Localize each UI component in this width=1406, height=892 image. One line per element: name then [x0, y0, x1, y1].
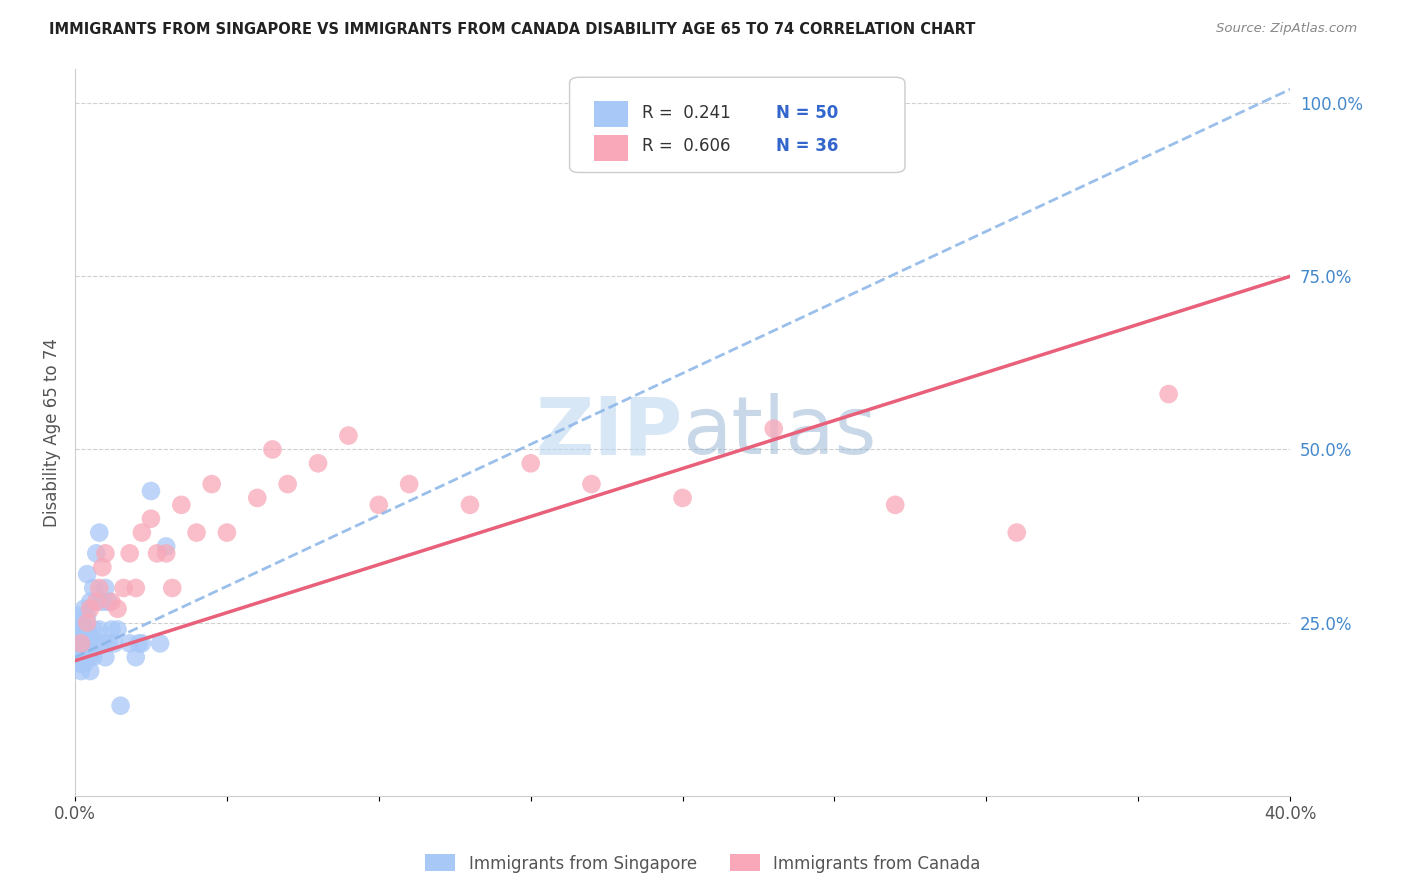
Point: [70, 615, 93, 630]
Point: [76, 650, 98, 665]
Point: [146, 546, 169, 560]
Point: [139, 512, 162, 526]
Point: [103, 636, 125, 650]
Point: [139, 483, 162, 498]
Point: [84, 595, 107, 609]
Point: [73, 601, 96, 615]
Point: [1005, 525, 1028, 540]
Point: [884, 498, 907, 512]
Point: [107, 623, 129, 637]
Point: [155, 546, 177, 560]
Point: [70, 636, 93, 650]
Point: [67, 623, 90, 637]
Y-axis label: Disability Age 65 to 74: Disability Age 65 to 74: [44, 338, 60, 526]
Point: [128, 636, 150, 650]
Point: [76, 636, 98, 650]
Text: ZIP: ZIP: [536, 393, 682, 471]
Point: [1157, 387, 1180, 401]
Point: [82, 650, 104, 665]
Point: [277, 477, 299, 491]
Text: R =  0.241: R = 0.241: [643, 103, 731, 122]
Point: [307, 456, 329, 470]
Point: [79, 650, 101, 665]
Point: [186, 525, 208, 540]
Point: [337, 428, 360, 442]
Point: [70, 650, 93, 665]
Point: [262, 442, 284, 457]
Text: R =  0.606: R = 0.606: [643, 137, 731, 155]
Point: [201, 477, 224, 491]
Point: [671, 491, 693, 505]
Point: [73, 623, 96, 637]
Point: [110, 698, 132, 713]
Point: [149, 636, 172, 650]
Point: [112, 581, 135, 595]
Point: [458, 498, 481, 512]
Point: [581, 477, 603, 491]
Point: [67, 608, 90, 623]
Point: [762, 422, 785, 436]
Point: [131, 525, 153, 540]
Point: [79, 601, 101, 615]
Point: [70, 657, 93, 672]
Point: [118, 636, 141, 650]
Point: [100, 623, 122, 637]
Point: [76, 608, 98, 623]
Point: [89, 525, 111, 540]
Point: [246, 491, 269, 505]
Point: [70, 643, 93, 657]
Bar: [593, 102, 628, 128]
Point: [519, 456, 541, 470]
Point: [73, 657, 96, 672]
Text: IMMIGRANTS FROM SINGAPORE VS IMMIGRANTS FROM CANADA DISABILITY AGE 65 TO 74 CORR: IMMIGRANTS FROM SINGAPORE VS IMMIGRANTS …: [49, 22, 976, 37]
Point: [79, 595, 101, 609]
Bar: [593, 135, 628, 161]
Point: [91, 560, 114, 574]
Point: [398, 477, 420, 491]
Point: [76, 567, 98, 582]
Point: [82, 623, 104, 637]
Point: [97, 636, 120, 650]
Point: [100, 595, 122, 609]
Point: [67, 630, 90, 644]
Point: [73, 650, 96, 665]
Point: [73, 636, 96, 650]
Point: [70, 636, 93, 650]
Text: Source: ZipAtlas.com: Source: ZipAtlas.com: [1216, 22, 1357, 36]
Point: [160, 581, 183, 595]
Point: [76, 615, 98, 630]
Point: [91, 636, 114, 650]
Point: [94, 546, 117, 560]
Text: N = 36: N = 36: [776, 137, 838, 155]
Point: [79, 643, 101, 657]
Point: [97, 595, 120, 609]
FancyBboxPatch shape: [569, 78, 905, 172]
Point: [118, 546, 141, 560]
Point: [79, 664, 101, 678]
Legend: Immigrants from Singapore, Immigrants from Canada: Immigrants from Singapore, Immigrants fr…: [419, 847, 987, 880]
Point: [125, 581, 148, 595]
Point: [107, 601, 129, 615]
Point: [67, 650, 90, 665]
Point: [215, 525, 238, 540]
Point: [94, 581, 117, 595]
Point: [79, 630, 101, 644]
Text: atlas: atlas: [682, 393, 877, 471]
Point: [84, 546, 107, 560]
Point: [131, 636, 153, 650]
Point: [84, 636, 107, 650]
Point: [70, 664, 93, 678]
Point: [367, 498, 389, 512]
Text: N = 50: N = 50: [776, 103, 838, 122]
Point: [155, 540, 177, 554]
Point: [170, 498, 193, 512]
Point: [91, 595, 114, 609]
Point: [82, 581, 104, 595]
Point: [125, 650, 148, 665]
Point: [94, 650, 117, 665]
Point: [89, 623, 111, 637]
Point: [89, 581, 111, 595]
Point: [67, 636, 90, 650]
Point: [70, 623, 93, 637]
